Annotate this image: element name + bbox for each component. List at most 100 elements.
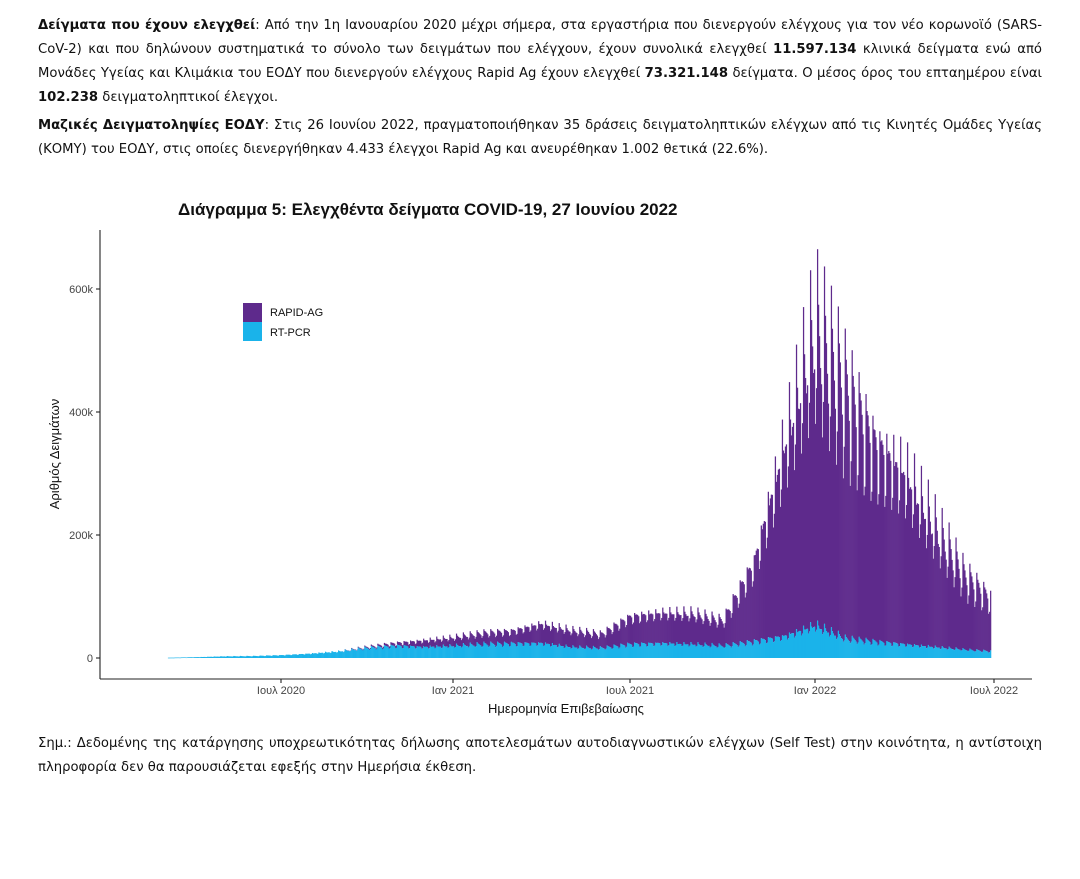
bar-rapid-ag [968,595,970,651]
bar-rapid-ag [913,453,916,645]
x-tick-label: Ιουλ 2020 [257,685,305,697]
bar-rapid-ag [678,614,680,644]
bar-rapid-ag [469,631,471,643]
bar-rt-pcr [587,647,590,658]
bar-rt-pcr [482,645,484,658]
bar-rapid-ag [441,640,443,648]
bar-rt-pcr [230,656,232,658]
bar-rapid-ag [708,620,710,646]
bar-rapid-ag [635,614,637,644]
bar-rt-pcr [570,648,572,658]
bar-rt-pcr [492,643,494,658]
bar-rapid-ag [456,635,459,646]
bar-rt-pcr [410,645,412,658]
bar-rapid-ag [758,568,760,645]
bar-rt-pcr [552,644,554,658]
bar-rt-pcr [358,648,360,658]
bar-rt-pcr [209,656,212,658]
bar-rt-pcr [244,656,246,658]
bar-rapid-ag [891,509,893,647]
bar-rapid-ag [963,564,965,649]
bar-rt-pcr [750,642,752,658]
bar-rt-pcr [693,644,695,658]
bar-rapid-ag [943,539,945,649]
bar-rapid-ag [923,519,926,647]
bar-rapid-ag [808,402,811,632]
bar-rt-pcr [944,648,946,658]
bar-rapid-ag [749,568,751,642]
bar-rapid-ag [951,559,953,650]
bar-rt-pcr [877,645,879,658]
bar-rt-pcr [242,656,244,658]
bar-rt-pcr [545,643,548,658]
bar-rapid-ag [681,620,683,647]
bar-rt-pcr [686,644,688,658]
bar-rt-pcr [803,629,806,658]
bar-rt-pcr [201,657,203,658]
bar-rt-pcr [470,643,472,658]
bar-rapid-ag [361,648,363,650]
bar-rapid-ag [632,624,634,648]
bar-rapid-ag [867,415,869,641]
bar-rapid-ag [493,632,495,645]
bar-rt-pcr [907,644,910,658]
bar-rt-pcr [190,657,192,658]
bar-rt-pcr [980,651,982,658]
bar-rt-pcr [699,645,701,658]
bar-rt-pcr [641,642,643,658]
bar-rapid-ag [852,375,854,638]
bar-rt-pcr [737,646,739,658]
bar-rapid-ag [371,645,373,647]
bar-rapid-ag [884,506,886,646]
bar-rapid-ag [661,617,663,646]
bar-rapid-ag [547,625,550,644]
bar-rapid-ag [960,596,962,651]
bar-rapid-ag [686,616,688,645]
bar-rt-pcr [203,656,205,658]
bar-rapid-ag [883,454,885,643]
bar-rapid-ag [476,630,478,643]
bar-rt-pcr [472,645,474,658]
bar-rt-pcr [846,638,848,658]
bar-rt-pcr [638,644,640,658]
bar-rt-pcr [387,647,389,658]
bar-rt-pcr [475,646,477,658]
bar-rapid-ag [477,632,479,644]
bar-rt-pcr [357,647,359,658]
bar-rt-pcr [497,642,500,658]
bar-rapid-ag [438,639,440,647]
bar-rapid-ag [804,378,807,630]
bar-rapid-ag [959,578,961,650]
bar-rapid-ag [675,617,677,646]
bar-rapid-ag [911,527,914,648]
bar-rt-pcr [271,655,273,658]
bar-rt-pcr [580,646,582,658]
bar-rapid-ag [379,644,381,647]
bar-rt-pcr [418,646,420,658]
bar-rt-pcr [497,641,499,658]
bar-rt-pcr [932,648,934,658]
bar-rapid-ag [684,611,686,644]
bar-rt-pcr [636,643,638,658]
bar-rt-pcr [541,643,544,658]
bar-rapid-ag [551,621,553,644]
bar-rt-pcr [216,656,218,658]
bar-rt-pcr [709,647,711,658]
bar-rt-pcr [646,646,648,658]
bar-rt-pcr [221,656,223,658]
bar-rt-pcr [205,657,207,658]
bar-rt-pcr [260,655,262,658]
y-tick-label: 0 [87,653,93,665]
bar-rapid-ag [609,628,611,648]
bar-rt-pcr [354,650,357,658]
bar-rapid-ag [584,637,586,650]
bar-rt-pcr [979,650,981,658]
bar-rt-pcr [855,641,857,658]
bar-rt-pcr [664,642,666,658]
bar-rt-pcr [863,644,865,658]
bar-rapid-ag [438,639,441,647]
bar-rt-pcr [325,652,328,658]
bar-rapid-ag [967,603,969,652]
x-tick-label: Ιαν 2022 [794,685,836,697]
bar-rapid-ag [431,639,433,647]
